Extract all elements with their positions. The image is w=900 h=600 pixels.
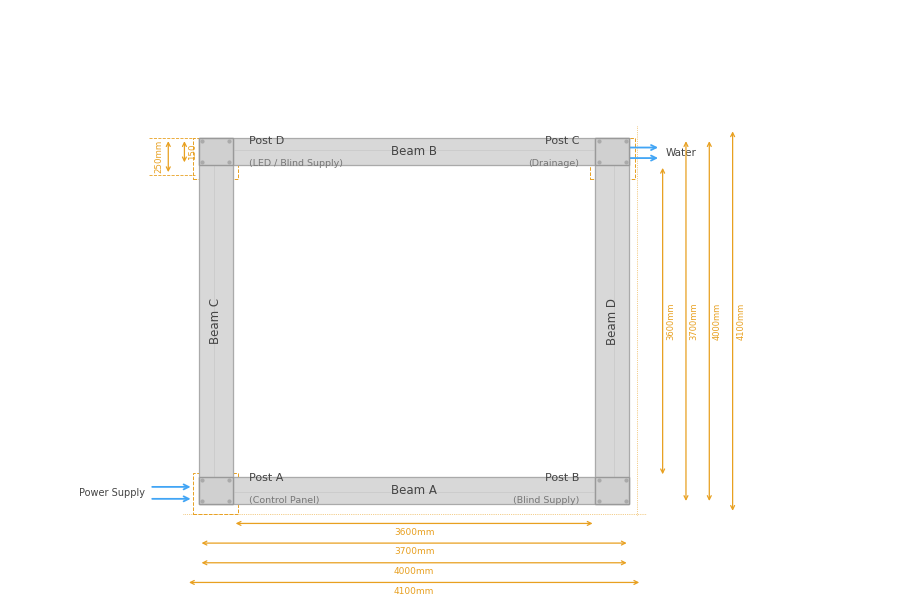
Text: Post A: Post A [249,473,284,484]
Text: Post B: Post B [544,473,580,484]
Text: 4100mm: 4100mm [736,302,745,340]
Bar [199,139,233,165]
Bar [590,139,634,179]
Bar [596,139,629,165]
Bar [199,139,629,165]
Bar [596,477,629,504]
Text: 4000mm: 4000mm [394,567,435,576]
Text: Water: Water [665,148,697,158]
Bar [199,477,233,504]
Text: Beam A: Beam A [392,484,437,497]
Bar [199,477,629,504]
Text: (Drainage): (Drainage) [528,159,580,168]
Text: 150: 150 [188,143,197,160]
Text: 250mm: 250mm [155,140,164,173]
Bar [194,139,238,179]
Bar [596,139,629,504]
Text: Beam D: Beam D [606,298,619,344]
Bar [194,473,238,514]
Text: Beam C: Beam C [210,298,222,344]
Text: 3600mm: 3600mm [666,302,675,340]
Text: (LED / Blind Supply): (LED / Blind Supply) [249,159,343,168]
Text: 3700mm: 3700mm [394,547,435,556]
Text: 3700mm: 3700mm [689,302,698,340]
Text: 3600mm: 3600mm [394,527,435,536]
Text: 4100mm: 4100mm [394,587,435,596]
Text: Power Supply: Power Supply [79,488,145,498]
Text: (Control Panel): (Control Panel) [249,496,320,505]
Text: (Blind Supply): (Blind Supply) [513,496,580,505]
Bar [233,165,596,477]
Text: Post C: Post C [544,136,580,146]
Text: Post D: Post D [249,136,284,146]
Text: 4000mm: 4000mm [713,302,722,340]
Bar [199,139,233,504]
Text: Beam B: Beam B [392,145,437,158]
